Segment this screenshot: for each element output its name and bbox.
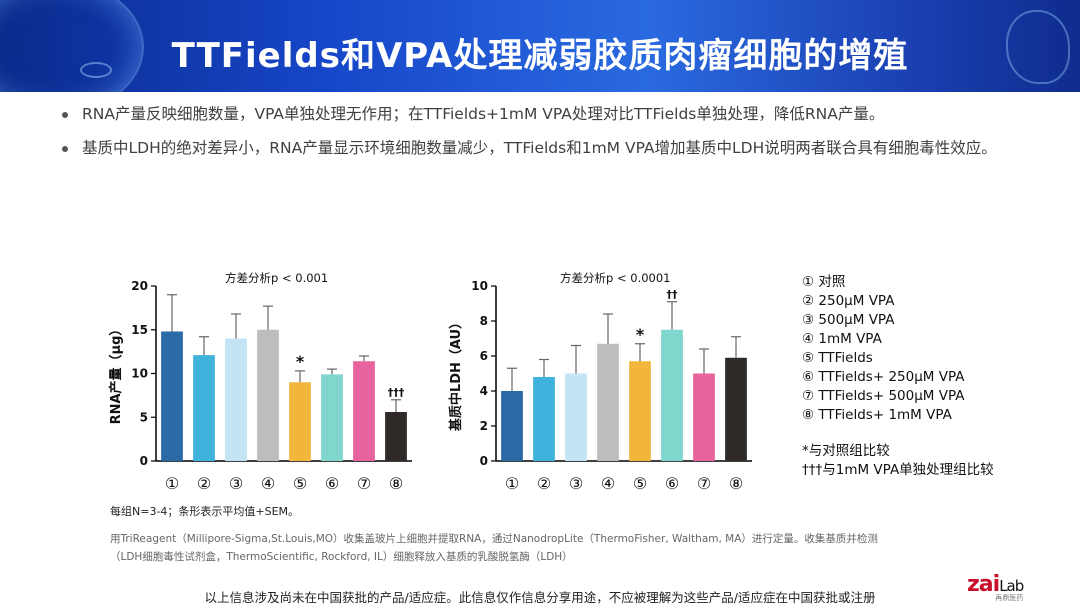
ldh-chart-title: 方差分析p < 0.0001 <box>560 271 671 285</box>
category-label: ② <box>537 474 551 493</box>
y-tick-label: 10 <box>131 367 148 381</box>
category-label: ⑧ <box>729 474 743 493</box>
title-banner: TTFields和VPA处理减弱胶质肉瘤细胞的增殖 <box>0 0 1080 92</box>
note-item: *与对照组比较 <box>802 443 890 459</box>
bar <box>629 361 651 461</box>
bullet-dot-icon <box>62 146 68 152</box>
bar <box>533 377 555 461</box>
significance-notes: *与对照组比较 †††与1mM VPA单独处理组比较 <box>802 442 994 480</box>
category-label: ① <box>165 474 179 493</box>
significance-mark: * <box>296 352 305 371</box>
category-label: ④ <box>601 474 615 493</box>
bar <box>725 357 747 461</box>
rna-bar-chart: 0 5 10 15 20 RNA产量（μg） ① ② ③ ④ * ⑤ ⑥ ⑦ ††† ⑧ <box>108 280 412 493</box>
y-tick-label: 5 <box>140 410 148 424</box>
bullet-text: RNA产量反映细胞数量，VPA单独处理无作用；在TTFields+1mM VPA… <box>82 105 885 123</box>
bar <box>289 382 311 461</box>
category-label: ③ <box>569 474 583 493</box>
bullet-dot-icon <box>62 112 68 118</box>
category-label: ⑤ <box>633 474 647 493</box>
y-tick-label: 4 <box>480 384 488 398</box>
y-tick-label: 0 <box>140 454 148 468</box>
bar <box>501 391 523 461</box>
bullet-text: 基质中LDH的绝对差异小，RNA产量显示环境细胞数量减少，TTFields和1m… <box>82 139 997 157</box>
legend-item: ⑤ TTFields <box>802 350 873 366</box>
brain-graphic <box>0 0 144 92</box>
logo-text-b: Lab <box>999 577 1024 595</box>
legend-item: ⑦ TTFields+ 500μM VPA <box>802 388 965 404</box>
significance-mark: * <box>636 325 645 344</box>
logo-subtext: 再鼎医药 <box>995 594 1024 602</box>
legend-item: ① 对照 <box>802 274 846 290</box>
ldh-bar-chart: 0 2 4 6 8 10 基质中LDH（AU） ① ② ③ ④ * ⑤ †† ⑥ ⑦ ⑧ <box>448 280 752 493</box>
y-tick-label: 0 <box>480 454 488 468</box>
bar <box>565 373 587 461</box>
category-label: ⑥ <box>665 474 679 493</box>
legend-item: ⑧ TTFields+ 1mM VPA <box>802 407 952 423</box>
bar <box>693 373 715 461</box>
category-label: ② <box>197 474 211 493</box>
category-label: ⑤ <box>293 474 307 493</box>
bar <box>225 338 247 461</box>
y-axis-label: 基质中LDH（AU） <box>448 316 464 432</box>
slide-title: TTFields和VPA处理减弱胶质肉瘤细胞的增殖 <box>171 36 909 76</box>
y-tick-label: 20 <box>131 280 148 293</box>
category-label: ⑦ <box>697 474 711 493</box>
rna-chart-title: 方差分析p < 0.001 <box>225 271 329 285</box>
category-label: ⑧ <box>389 474 403 493</box>
significance-mark: †† <box>667 288 679 301</box>
category-label: ⑥ <box>325 474 339 493</box>
legend-item: ③ 500μM VPA <box>802 312 895 328</box>
category-label: ⑦ <box>357 474 371 493</box>
y-axis-label: RNA产量（μg） <box>108 323 124 425</box>
bar <box>257 329 279 461</box>
bar <box>353 361 375 461</box>
category-label: ③ <box>229 474 243 493</box>
bar <box>193 355 215 461</box>
methods-reference: 用TriReagent（Millipore-Sigma,St.Louis,MO）… <box>110 533 878 563</box>
y-tick-label: 10 <box>471 280 488 293</box>
disclaimer: 以上信息涉及尚未在中国获批的产品/适应症。此信息仅作信息分享用途，不应被理解为这… <box>204 590 876 605</box>
note-item: †††与1mM VPA单独处理组比较 <box>802 462 994 478</box>
y-tick-label: 15 <box>131 323 148 337</box>
bar <box>661 329 683 461</box>
significance-mark: ††† <box>388 386 405 399</box>
y-tick-label: 6 <box>480 349 488 363</box>
bullet-item: RNA产量反映细胞数量，VPA单独处理无作用；在TTFields+1mM VPA… <box>62 100 1022 128</box>
bar <box>385 412 407 461</box>
sample-footnote: 每组N=3-4；条形表示平均值+SEM。 <box>110 505 300 518</box>
y-tick-label: 8 <box>480 314 488 328</box>
ear-graphic <box>1006 10 1070 84</box>
bar <box>161 331 183 461</box>
category-label: ① <box>505 474 519 493</box>
logo-text-a: zai <box>967 572 1000 597</box>
bullet-item: 基质中LDH的绝对差异小，RNA产量显示环境细胞数量减少，TTFields和1m… <box>62 134 1022 162</box>
y-tick-label: 2 <box>480 419 488 433</box>
bullet-list: RNA产量反映细胞数量，VPA单独处理无作用；在TTFields+1mM VPA… <box>62 100 1022 168</box>
lips-graphic <box>80 62 112 78</box>
legend-item: ② 250μM VPA <box>802 293 895 309</box>
legend: ① 对照 ② 250μM VPA ③ 500μM VPA ④ 1mM VPA ⑤… <box>802 273 965 425</box>
bar <box>597 343 619 461</box>
category-label: ④ <box>261 474 275 493</box>
zailab-logo: zaiLab 再鼎医药 <box>967 572 1024 603</box>
legend-item: ④ 1mM VPA <box>802 331 882 347</box>
bar <box>321 374 343 461</box>
legend-item: ⑥ TTFields+ 250μM VPA <box>802 369 965 385</box>
